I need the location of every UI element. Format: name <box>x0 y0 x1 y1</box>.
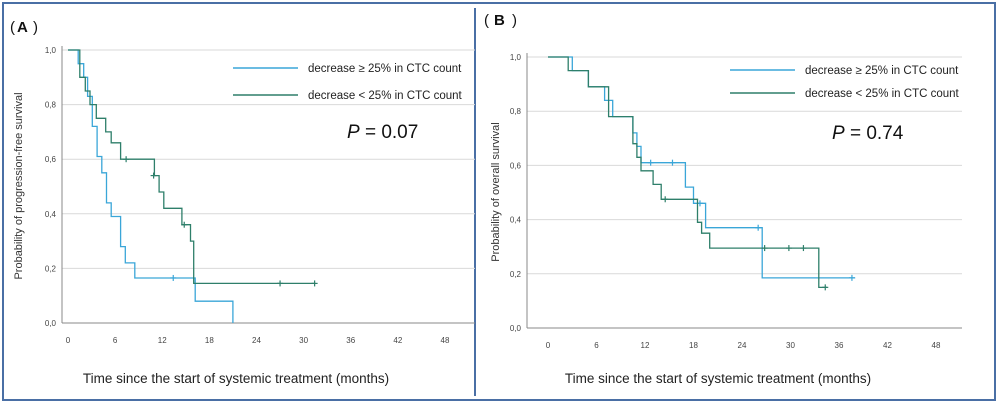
p-value-annotation: P = 0.07 <box>347 122 418 143</box>
y-tick-label: 1,0 <box>45 46 57 55</box>
x-tick-label: 0 <box>66 336 71 345</box>
panel-b-close-paren: ) <box>512 12 517 29</box>
panel-b-plot: 0,0 0,2 0,4 0,6 0,8 1,0 0 6 12 18 24 30 36 42 48 decrea… <box>490 53 962 386</box>
panel-a-open-paren: ( <box>10 19 15 36</box>
y-tick-label: 0,8 <box>45 101 57 110</box>
y-tick-label: 0,0 <box>45 319 57 328</box>
y-tick-label: 0,6 <box>510 161 522 170</box>
x-tick-label: 6 <box>113 336 118 345</box>
y-tick-label: 0,0 <box>510 324 522 333</box>
x-tick-label: 12 <box>158 336 167 345</box>
p-value-annotation: P = 0.74 <box>832 123 904 144</box>
panel-b-open-paren: ( <box>484 12 489 29</box>
y-tick-label: 0,2 <box>45 264 57 273</box>
legend-label: decrease ≥ 25% in CTC count <box>308 63 462 75</box>
figure-frame <box>2 2 996 401</box>
x-tick-label: 42 <box>393 336 402 345</box>
legend-label: decrease < 25% in CTC count <box>805 88 960 100</box>
panel-a-close-paren: ) <box>33 19 38 36</box>
x-tick-label: 30 <box>299 336 308 345</box>
panel-divider <box>474 8 476 396</box>
y-tick-label: 0,2 <box>510 270 522 279</box>
x-tick-label: 36 <box>346 336 355 345</box>
y-tick-label: 0,6 <box>45 155 57 164</box>
x-tick-label: 18 <box>689 341 698 350</box>
x-axis-title: Time since the start of systemic treatme… <box>83 371 389 386</box>
x-tick-label: 42 <box>883 341 892 350</box>
x-tick-label: 24 <box>738 341 747 350</box>
legend-label: decrease < 25% in CTC count <box>308 90 463 102</box>
panel-a-plot: 0,0 0,2 0,4 0,6 0,8 1,0 0 6 12 18 24 30 36 42 48 decrea… <box>13 46 475 386</box>
series-line-decrease-ge-25 <box>68 49 234 323</box>
x-tick-label: 6 <box>594 341 599 350</box>
y-tick-label: 0,4 <box>510 216 522 225</box>
x-tick-label: 12 <box>641 341 650 350</box>
y-axis-title: Probability of overall survival <box>490 122 502 261</box>
series-line-decrease-lt-25 <box>68 49 316 285</box>
y-axis-title: Probability of progression-free survival <box>13 92 25 279</box>
x-tick-label: 48 <box>441 336 450 345</box>
x-tick-label: 48 <box>932 341 941 350</box>
panel-b-label: B <box>494 12 505 29</box>
x-tick-label: 36 <box>835 341 844 350</box>
series-line-decrease-lt-25 <box>548 56 827 289</box>
panel-a-label: A <box>17 19 28 36</box>
x-tick-label: 24 <box>252 336 261 345</box>
x-tick-label: 0 <box>546 341 551 350</box>
legend-label: decrease ≥ 25% in CTC count <box>805 65 959 77</box>
x-axis-title: Time since the start of systemic treatme… <box>565 371 871 386</box>
x-tick-label: 30 <box>786 341 795 350</box>
y-tick-label: 1,0 <box>510 53 522 62</box>
y-tick-label: 0,8 <box>510 107 522 116</box>
x-tick-label: 18 <box>205 336 214 345</box>
y-tick-label: 0,4 <box>45 210 57 219</box>
